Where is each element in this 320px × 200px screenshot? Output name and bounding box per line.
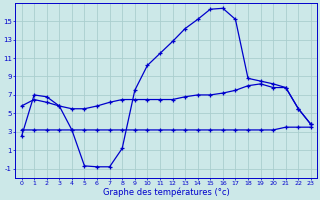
X-axis label: Graphe des températures (°c): Graphe des températures (°c) bbox=[103, 188, 230, 197]
